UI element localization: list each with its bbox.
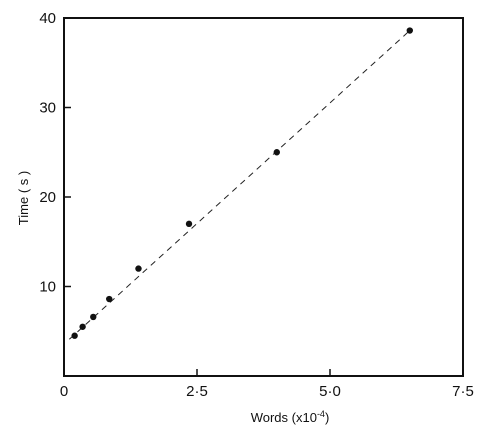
x-axis-label-exponent: -4: [317, 409, 325, 419]
y-tick-label: 40: [39, 10, 56, 27]
y-tick-label: 30: [39, 100, 56, 117]
x-tick-label: 0: [60, 383, 68, 400]
plot-frame: [63, 17, 464, 377]
x-axis-label-close: ): [325, 410, 329, 425]
data-point: [71, 332, 78, 339]
data-point: [79, 323, 86, 330]
trendline: [68, 30, 411, 340]
data-point: [273, 149, 280, 156]
x-axis-label: Words (x10-4): [251, 409, 330, 425]
data-point: [106, 295, 113, 303]
y-axis-ticks: 10 20 30 40: [39, 10, 71, 296]
data-point: [406, 27, 413, 34]
x-tick-label: 7·5: [452, 383, 474, 400]
trendline-group: [68, 30, 411, 340]
y-axis-label: Time ( s ): [16, 171, 31, 225]
y-tick-label: 10: [39, 279, 56, 296]
x-tick-label: 2·5: [186, 383, 208, 400]
data-point: [90, 313, 97, 321]
x-axis-ticks: 0 2·5 5·0 7·5: [60, 369, 474, 400]
data-points: [71, 27, 413, 339]
y-tick-label: 20: [39, 189, 56, 206]
data-point: [135, 265, 142, 272]
x-tick-label: 5·0: [319, 383, 341, 400]
data-point: [185, 220, 193, 228]
